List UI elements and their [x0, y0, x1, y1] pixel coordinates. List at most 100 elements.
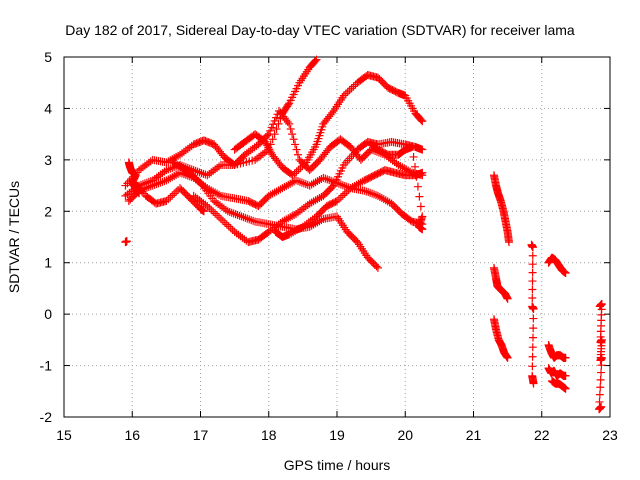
data-point-plus [228, 226, 237, 235]
data-point-plus [336, 180, 345, 189]
series-satellite-track-i [124, 158, 144, 198]
data-point-plus [416, 202, 425, 211]
data-point-plus [176, 168, 185, 177]
data-point-plus [299, 179, 308, 188]
data-point-plus [528, 277, 537, 286]
data-point-plus [561, 371, 570, 380]
data-point-plus [262, 139, 271, 148]
data-point-plus [150, 180, 159, 189]
data-point-plus [195, 168, 204, 177]
data-point-plus [190, 173, 199, 182]
data-point-plus [292, 145, 301, 154]
data-point-plus [504, 238, 513, 247]
x-tick-label: 22 [534, 427, 550, 443]
x-tick-label: 20 [397, 427, 413, 443]
data-point-plus [243, 214, 252, 223]
data-point-plus [272, 125, 281, 133]
y-tick-label: 5 [44, 49, 52, 65]
series-late-track-a [489, 171, 513, 247]
series-late-track-f [544, 341, 570, 362]
data-point-plus [561, 269, 570, 277]
data-point-plus [224, 222, 233, 231]
data-point-plus [191, 166, 200, 175]
data-point-plus [188, 171, 197, 180]
data-point-plus [561, 384, 570, 393]
data-point-plus [597, 402, 606, 411]
data-point-plus [177, 169, 186, 178]
data-point-plus [201, 200, 210, 209]
data-point-plus [342, 187, 351, 196]
data-point-plus [194, 177, 203, 186]
data-point-plus [267, 123, 276, 132]
data-point-plus [413, 182, 422, 191]
data-point-plus [596, 383, 605, 392]
data-point-plus [164, 195, 173, 204]
data-point-plus [164, 165, 173, 174]
data-point-plus [503, 294, 512, 303]
series-satellite-track-g [230, 71, 427, 180]
data-point-plus [122, 237, 131, 246]
series-late-track-h [547, 377, 570, 393]
data-point-plus [529, 314, 538, 323]
data-point-plus [321, 174, 330, 183]
data-point-plus [201, 170, 210, 179]
data-point-plus [300, 160, 309, 169]
data-point-plus [338, 181, 347, 190]
data-point-plus [283, 118, 292, 127]
data-point-plus [187, 141, 196, 150]
y-tick-label: 1 [44, 255, 52, 271]
x-axis-label: GPS time / hours [284, 457, 391, 473]
series-satellite-track-h [271, 166, 427, 241]
data-point-plus [269, 120, 278, 129]
data-point-plus [294, 177, 302, 186]
data-point-plus [418, 168, 427, 177]
data-point-plus [266, 126, 275, 135]
data-point-plus [247, 216, 256, 225]
y-tick-label: 4 [44, 100, 52, 116]
data-point-plus [284, 100, 293, 109]
data-point-plus [263, 131, 272, 140]
data-point-plus [409, 152, 418, 161]
data-points [121, 55, 606, 414]
series-late-track-b [489, 263, 512, 303]
x-tick-label: 23 [602, 427, 618, 443]
data-point-plus [170, 189, 179, 198]
data-point-plus [528, 293, 537, 302]
data-point-plus [179, 170, 188, 179]
y-tick-label: -1 [40, 358, 53, 374]
data-point-plus [184, 167, 193, 176]
x-tick-label: 15 [56, 427, 72, 443]
data-point-plus [312, 55, 321, 64]
data-point-plus [265, 145, 274, 154]
data-point-plus [323, 175, 332, 184]
data-point-plus [347, 84, 356, 93]
data-point-plus [341, 89, 350, 98]
data-point-plus [216, 215, 225, 223]
data-point-plus [215, 190, 224, 199]
data-point-plus [311, 56, 320, 65]
data-point-plus [154, 179, 163, 188]
series-late-track-i [595, 299, 606, 414]
data-point-plus [373, 263, 382, 272]
data-point-plus [370, 190, 379, 199]
data-point-plus [418, 145, 427, 154]
series-satellite-track-j [367, 140, 427, 234]
data-point-plus [561, 353, 570, 362]
data-point-plus [349, 82, 358, 91]
data-point-plus [229, 209, 238, 218]
data-point-plus [218, 216, 227, 225]
data-point-plus [166, 193, 175, 202]
data-point-plus [528, 251, 537, 260]
data-point-plus [264, 130, 273, 139]
data-point-plus [418, 225, 427, 234]
data-point-plus [261, 137, 270, 146]
data-point-plus [358, 177, 367, 186]
data-point-plus [415, 192, 424, 201]
data-point-plus [203, 202, 212, 211]
chart-title: Day 182 of 2017, Sidereal Day-to-day VTE… [65, 22, 575, 38]
data-point-plus [295, 177, 304, 186]
axis-ticks [63, 56, 611, 418]
data-point-plus [528, 260, 537, 269]
data-point-plus [529, 305, 538, 313]
data-point-plus [266, 147, 275, 156]
